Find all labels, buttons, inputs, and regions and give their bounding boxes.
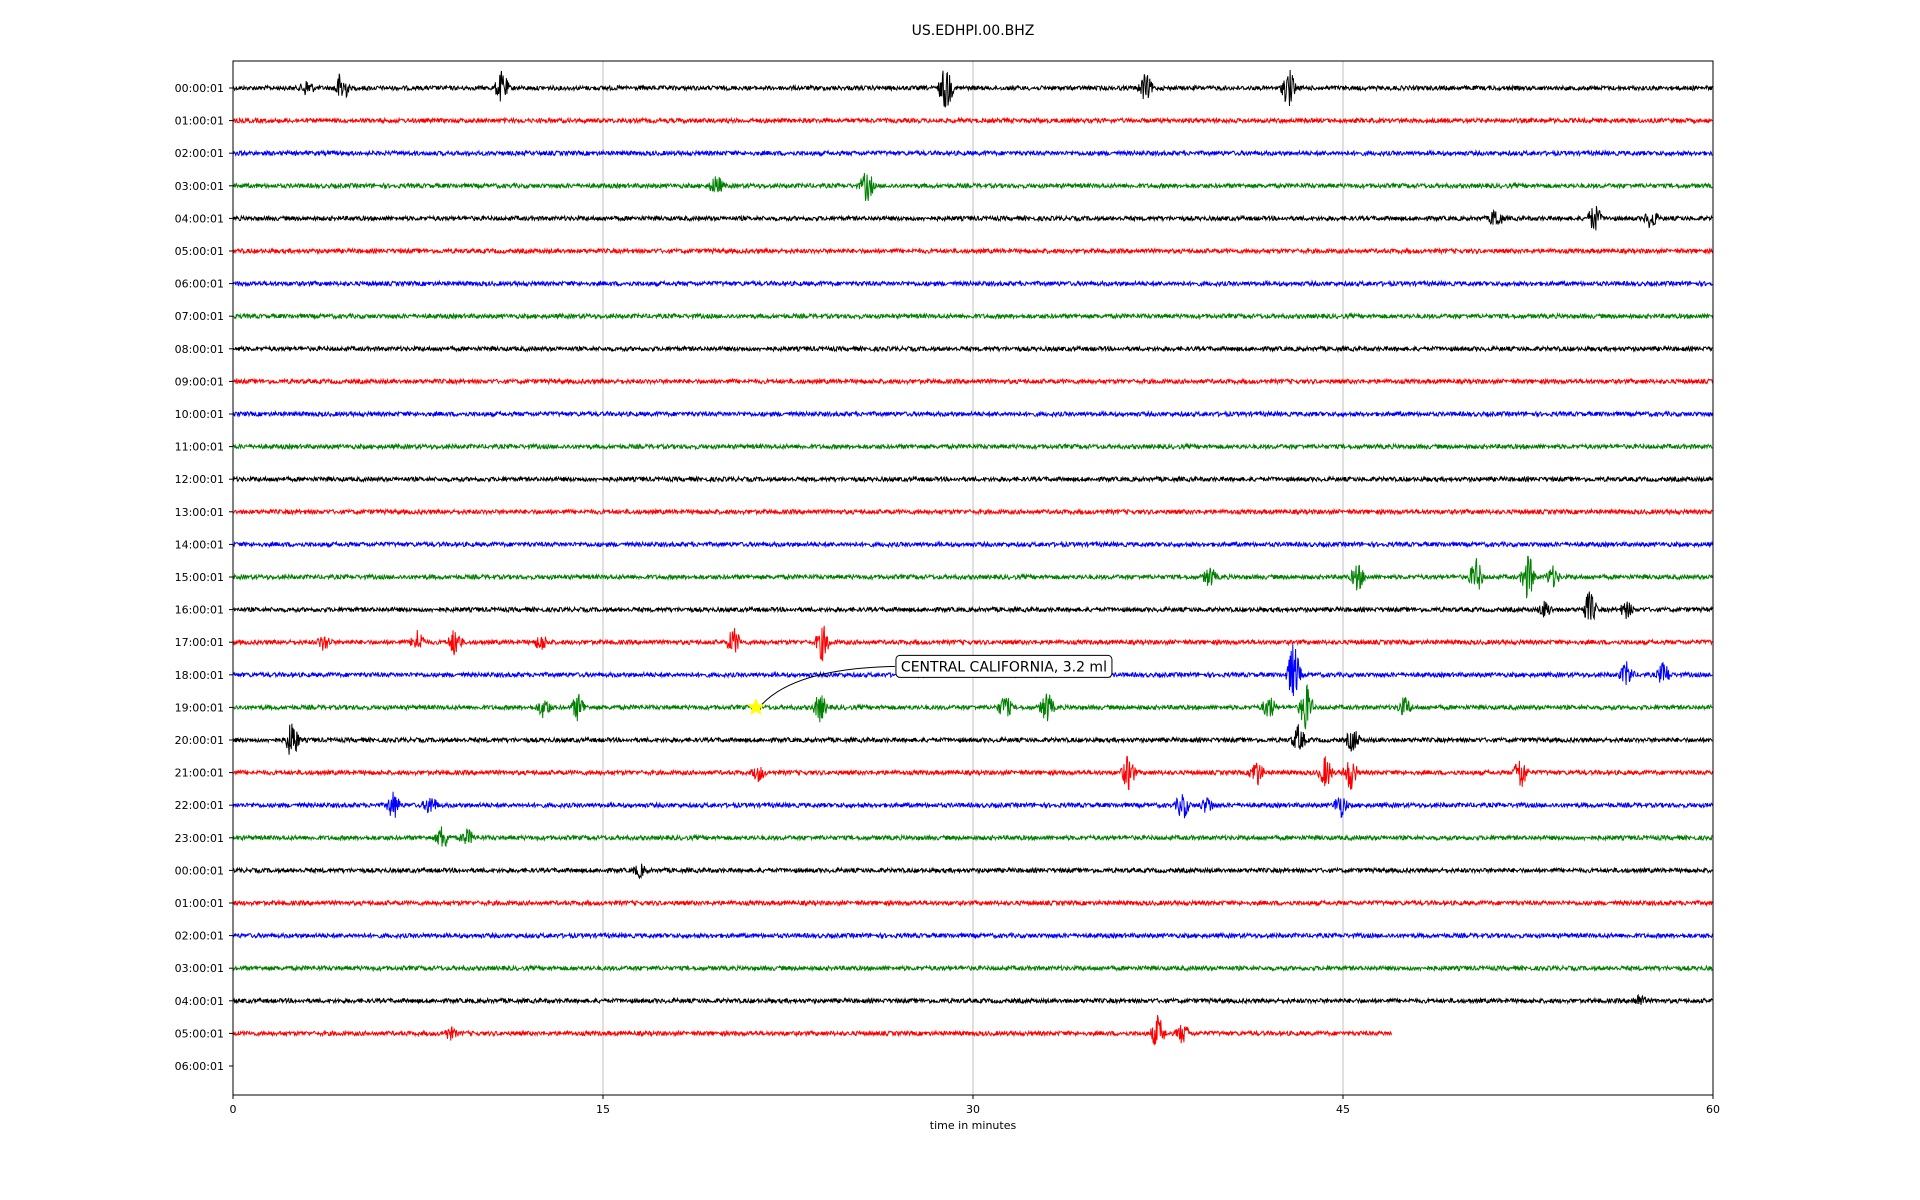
y-tick-label-16: 16:00:01: [175, 604, 224, 617]
x-tick-label-3: 45: [1336, 1103, 1350, 1116]
y-tick-label-24: 00:00:01: [175, 864, 224, 877]
trace-15: [232, 555, 1713, 599]
y-tick-label-9: 09:00:01: [175, 375, 224, 388]
y-tick-label-23: 23:00:01: [175, 832, 224, 845]
trace-29: [232, 1014, 1393, 1046]
trace-19: [232, 683, 1713, 730]
trace-2: [232, 149, 1713, 158]
trace-11: [232, 442, 1713, 451]
trace-17: [232, 625, 1713, 662]
trace-6: [232, 279, 1713, 288]
trace-26: [232, 931, 1713, 940]
y-tick-label-21: 21:00:01: [175, 767, 224, 780]
chart-title: US.EDHPI.00.BHZ: [912, 23, 1035, 39]
y-tick-label-17: 17:00:01: [175, 636, 224, 649]
x-tick-label-2: 30: [966, 1103, 980, 1116]
y-tick-labels: 00:00:01 01:00:01 02:00:01 03:00:01 04:00:01…: [175, 82, 233, 1073]
y-tick-label-2: 02:00:01: [175, 147, 224, 160]
x-tick-label-0: 0: [230, 1103, 237, 1116]
annotation-box-0: [895, 654, 1113, 678]
trace-9: [232, 377, 1713, 386]
trace-21: [232, 755, 1713, 791]
trace-23: [232, 826, 1713, 848]
y-tick-label-8: 08:00:01: [175, 343, 224, 356]
x-tick-label-1: 15: [596, 1103, 610, 1116]
y-tick-label-10: 10:00:01: [175, 408, 224, 421]
trace-24: [233, 863, 1713, 880]
y-tick-label-0: 00:00:01: [175, 82, 224, 95]
y-tick-label-22: 22:00:01: [175, 799, 224, 812]
trace-13: [232, 507, 1713, 516]
trace-3: [232, 172, 1713, 201]
trace-25: [232, 898, 1713, 908]
x-axis-label: time in minutes: [930, 1119, 1017, 1132]
trace-28: [232, 993, 1713, 1006]
trace-20: [232, 723, 1713, 755]
y-tick-label-7: 07:00:01: [175, 310, 224, 323]
y-tick-label-19: 19:00:01: [175, 701, 224, 714]
y-tick-label-20: 20:00:01: [175, 734, 224, 747]
trace-8: [232, 344, 1713, 353]
event-star-marker-0: [746, 698, 765, 716]
y-tick-label-4: 04:00:01: [175, 212, 224, 225]
y-tick-label-14: 14:00:01: [175, 538, 224, 551]
y-tick-label-18: 18:00:01: [175, 669, 224, 682]
x-tick-labels: 0 15 30 45 60: [230, 1095, 1720, 1116]
y-tick-label-13: 13:00:01: [175, 506, 224, 519]
y-tick-label-15: 15:00:01: [175, 571, 224, 584]
trace-22: [232, 791, 1713, 819]
annotation-text-0: CENTRAL CALIFORNIA, 3.2 ml: [901, 659, 1107, 675]
annotation-connector-0: [761, 665, 895, 705]
trace-5: [232, 247, 1713, 256]
trace-10: [232, 409, 1713, 419]
trace-12: [232, 475, 1713, 484]
y-tick-label-11: 11:00:01: [175, 441, 224, 454]
y-tick-label-29: 05:00:01: [175, 1027, 224, 1040]
x-tick-label-4: 60: [1706, 1103, 1720, 1116]
y-tick-label-30: 06:00:01: [175, 1060, 224, 1073]
y-tick-label-6: 06:00:01: [175, 278, 224, 291]
y-tick-label-25: 01:00:01: [175, 897, 224, 910]
trace-16: [232, 591, 1713, 621]
y-tick-label-3: 03:00:01: [175, 180, 224, 193]
trace-1: [232, 116, 1713, 125]
trace-0: [232, 69, 1713, 108]
seismic-traces: [232, 69, 1713, 1046]
y-tick-label-1: 01:00:01: [175, 115, 224, 128]
y-tick-label-5: 05:00:01: [175, 245, 224, 258]
y-tick-label-26: 02:00:01: [175, 930, 224, 943]
trace-27: [232, 964, 1713, 973]
trace-14: [232, 540, 1713, 549]
event-annotation: CENTRAL CALIFORNIA, 3.2 ml: [746, 654, 1113, 716]
y-tick-label-28: 04:00:01: [175, 995, 224, 1008]
y-tick-label-12: 12:00:01: [175, 473, 224, 486]
trace-4: [232, 206, 1713, 231]
trace-7: [232, 312, 1713, 321]
y-tick-label-27: 03:00:01: [175, 962, 224, 975]
